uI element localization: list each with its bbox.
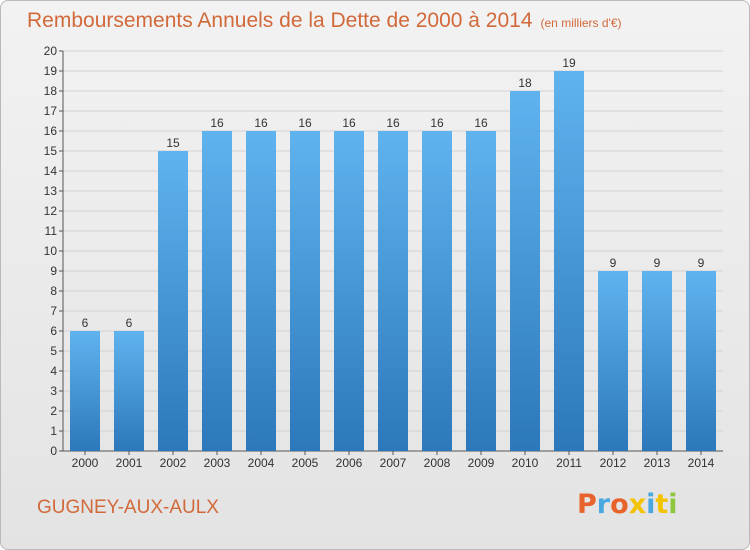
data-label-2001: 6	[126, 316, 133, 330]
data-label-2006: 16	[342, 116, 356, 130]
y-tick-label: 5	[50, 344, 57, 358]
x-tick-label: 2011	[556, 456, 582, 470]
bar-2004	[246, 131, 276, 451]
y-tick-label: 1	[50, 424, 57, 438]
logo-letter: t	[655, 489, 669, 520]
commune-name: GUGNEY-AUX-AULX	[37, 497, 219, 518]
data-label-2005: 16	[298, 116, 312, 130]
bar-2000	[70, 331, 100, 451]
data-label-2008: 16	[430, 116, 444, 130]
data-labels: 6 6 15 16 16 16 16 16 16 16 18 19 9 9 9	[82, 56, 705, 330]
data-label-2012: 9	[610, 256, 617, 270]
bar-2001	[114, 331, 144, 451]
x-tick-label: 2013	[644, 456, 671, 470]
bar-2011	[554, 71, 584, 451]
y-tick-label: 7	[50, 304, 57, 318]
y-tick-label: 14	[44, 164, 58, 178]
bar-2006	[334, 131, 364, 451]
y-tick-label: 9	[50, 264, 57, 278]
bar-2008	[422, 131, 452, 451]
y-tick-label: 6	[50, 324, 57, 338]
bar-2007	[378, 131, 408, 451]
y-tick-label: 13	[44, 184, 58, 198]
bar-2012	[598, 271, 628, 451]
logo-letter: i	[668, 489, 678, 520]
bar-2002	[158, 151, 188, 451]
y-tick-label: 3	[50, 384, 57, 398]
y-tick-label: 2	[50, 404, 57, 418]
logo-letter: x	[628, 489, 647, 520]
bar-2010	[510, 91, 540, 451]
bar-2014	[686, 271, 716, 451]
x-tick-label: 2008	[424, 456, 451, 470]
proxiti-logo[interactable]: Proxiti	[577, 489, 678, 520]
bar-2009	[466, 131, 496, 451]
y-tick-label: 4	[50, 364, 57, 378]
y-tick-label: 10	[44, 244, 58, 258]
y-tick-label: 0	[50, 444, 57, 458]
y-tick-label: 15	[44, 144, 58, 158]
logo-letter: P	[577, 489, 597, 520]
bars	[70, 71, 716, 451]
x-tick-label: 2009	[468, 456, 495, 470]
logo-letter: o	[610, 489, 629, 520]
data-label-2011: 19	[562, 56, 576, 70]
y-tick-label: 17	[44, 104, 58, 118]
data-label-2003: 16	[210, 116, 224, 130]
x-tick-label: 2004	[248, 456, 275, 470]
y-tick-label: 19	[44, 64, 58, 78]
y-tick-label: 8	[50, 284, 57, 298]
x-tick-label: 2012	[600, 456, 627, 470]
y-tick-label: 12	[44, 204, 58, 218]
bar-2003	[202, 131, 232, 451]
chart-title: Remboursements Annuels de la Dette de 20…	[27, 9, 622, 33]
y-tick-label: 20	[44, 44, 58, 58]
logo-letter: i	[646, 489, 656, 520]
chart-unit: (en milliers d'€)	[540, 16, 622, 30]
y-tick-label: 18	[44, 84, 58, 98]
x-tick-label: 2014	[688, 456, 715, 470]
y-tick-label: 16	[44, 124, 58, 138]
data-label-2009: 16	[474, 116, 488, 130]
x-tick-label: 2000	[72, 456, 99, 470]
data-label-2004: 16	[254, 116, 268, 130]
data-label-2014: 9	[698, 256, 705, 270]
data-label-2013: 9	[654, 256, 661, 270]
bar-2005	[290, 131, 320, 451]
y-tick-label: 11	[45, 224, 58, 238]
x-tick-label: 2010	[512, 456, 539, 470]
data-label-2000: 6	[82, 316, 89, 330]
x-tick-label: 2002	[160, 456, 187, 470]
x-tick-label: 2003	[204, 456, 231, 470]
logo-letter: r	[596, 489, 611, 520]
x-tick-label: 2001	[116, 456, 143, 470]
chart-title-text: Remboursements Annuels de la Dette de 20…	[27, 9, 533, 32]
data-label-2007: 16	[386, 116, 400, 130]
data-label-2010: 18	[518, 76, 532, 90]
data-label-2002: 15	[166, 136, 180, 150]
x-tick-label: 2006	[336, 456, 363, 470]
bar-2013	[642, 271, 672, 451]
x-tick-label: 2005	[292, 456, 319, 470]
x-tick-label: 2007	[380, 456, 407, 470]
